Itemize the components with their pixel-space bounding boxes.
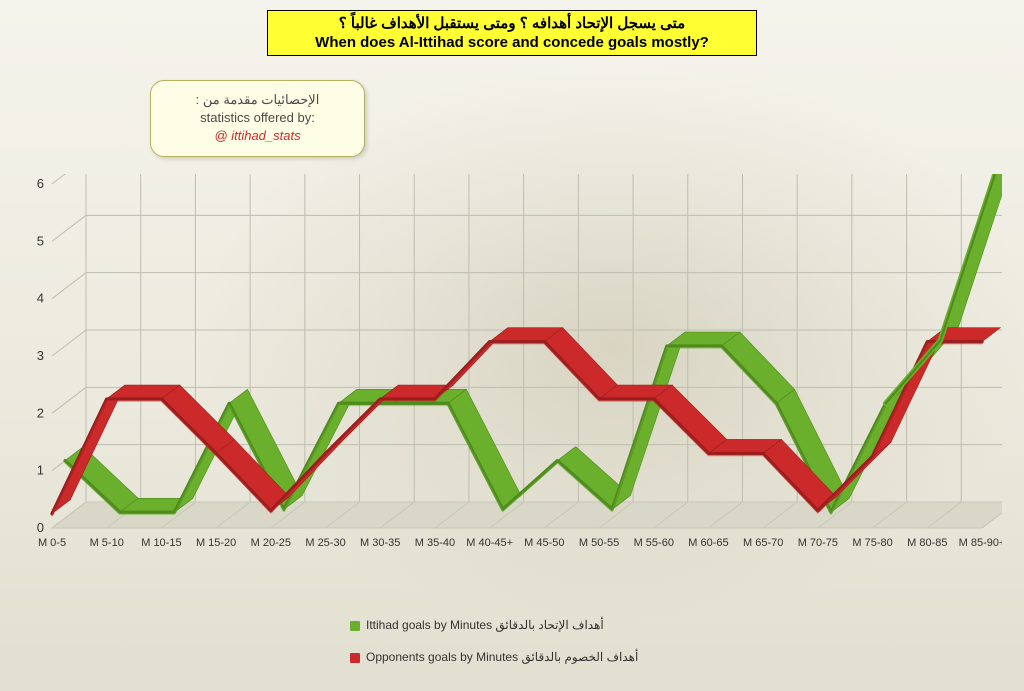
chart-svg: 0 1 2 3 4 5 6 M 0-5 M 5-10 M 10-15 M 15-20 M 20-25 M… [12, 174, 1002, 578]
legend-swatch-opponents [350, 653, 360, 663]
chart-title-english: When does Al-Ittihad score and concede g… [274, 34, 750, 53]
svg-text:M 70-75: M 70-75 [798, 537, 838, 549]
svg-text:M 75-80: M 75-80 [852, 537, 892, 549]
svg-text:M 20-25: M 20-25 [251, 537, 291, 549]
legend-row-opponents: Opponents goals by Minutes أهداف الخصوم … [350, 650, 638, 664]
svg-text:M 80-85: M 80-85 [907, 537, 947, 549]
svg-text:M 60-65: M 60-65 [688, 537, 728, 549]
credit-box: الإحصائيات مقدمة من : statistics offered… [150, 80, 365, 157]
credit-english: statistics offered by: [165, 109, 350, 127]
svg-text:M 40-45+: M 40-45+ [466, 537, 513, 549]
credit-arabic: الإحصائيات مقدمة من : [165, 91, 350, 109]
svg-text:6: 6 [37, 176, 44, 191]
svg-text:M 10-15: M 10-15 [141, 537, 181, 549]
svg-text:M 85-90+: M 85-90+ [959, 537, 1002, 549]
legend-label: Opponents goals by Minutes أهداف الخصوم … [366, 650, 638, 664]
svg-text:5: 5 [37, 233, 44, 248]
svg-text:M 55-60: M 55-60 [634, 537, 674, 549]
svg-text:M 35-40: M 35-40 [415, 537, 455, 549]
chart-title-box: متى يسجل الإتحاد أهدافه ؟ ومتى يستقبل ال… [267, 10, 757, 56]
svg-text:M 45-50: M 45-50 [524, 537, 564, 549]
svg-text:M 50-55: M 50-55 [579, 537, 619, 549]
svg-text:M 0-5: M 0-5 [38, 537, 66, 549]
svg-text:3: 3 [37, 348, 44, 363]
legend-row-ittihad: Ittihad goals by Minutes أهداف الإتحاد ب… [350, 618, 604, 632]
chart-area: 0 1 2 3 4 5 6 M 0-5 M 5-10 M 10-15 M 15-20 M 20-25 M… [12, 174, 1002, 578]
svg-text:M 15-20: M 15-20 [196, 537, 236, 549]
svg-text:M 65-70: M 65-70 [743, 537, 783, 549]
svg-text:M 30-35: M 30-35 [360, 537, 400, 549]
svg-text:M 25-30: M 25-30 [305, 537, 345, 549]
credit-handle: @ ittihad_stats [165, 127, 350, 145]
legend-swatch-ittihad [350, 621, 360, 631]
legend-label: Ittihad goals by Minutes أهداف الإتحاد ب… [366, 618, 604, 632]
svg-text:0: 0 [37, 520, 44, 535]
svg-text:4: 4 [37, 291, 44, 306]
chart-title-arabic: متى يسجل الإتحاد أهدافه ؟ ومتى يستقبل ال… [274, 15, 750, 34]
svg-text:M 5-10: M 5-10 [90, 537, 124, 549]
svg-text:2: 2 [37, 405, 44, 420]
svg-text:1: 1 [37, 463, 44, 478]
